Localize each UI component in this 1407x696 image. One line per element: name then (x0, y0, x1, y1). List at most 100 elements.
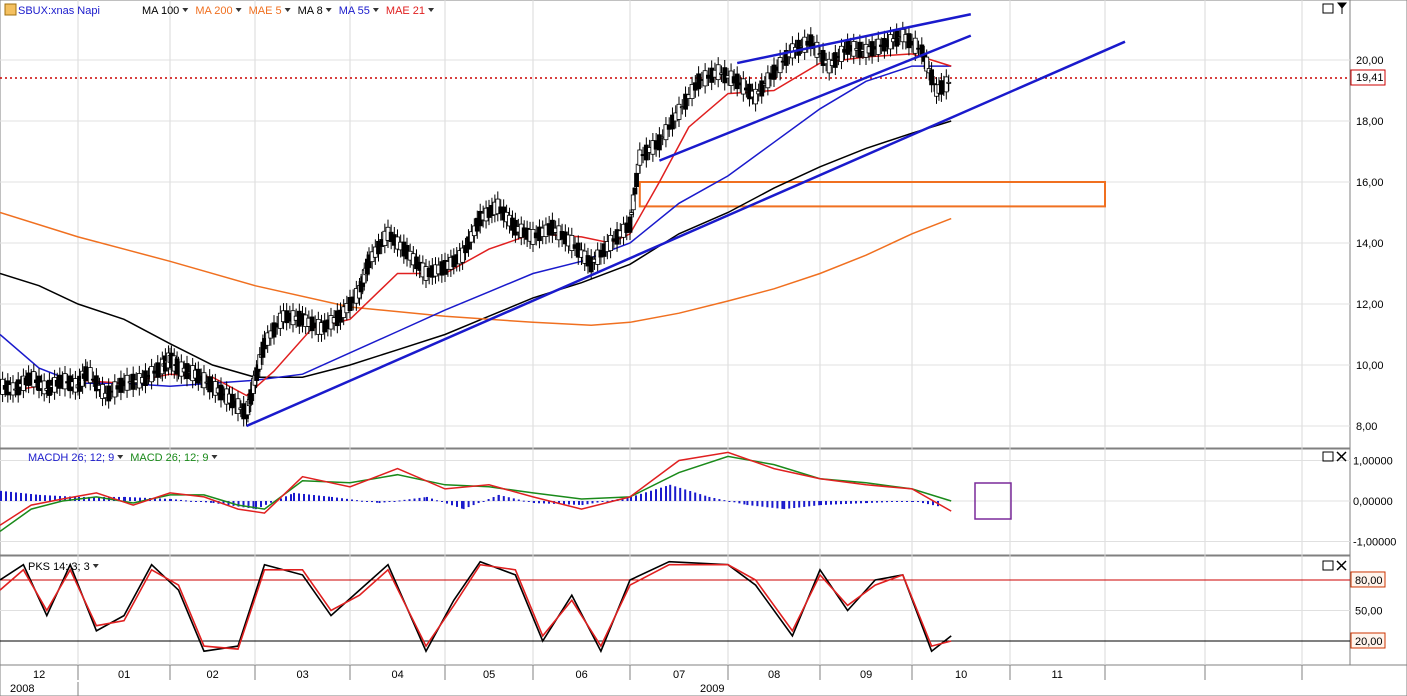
macd-histogram-bar (781, 501, 784, 509)
macd-histogram-bar (341, 498, 343, 501)
month-label: 06 (576, 669, 588, 681)
legend-label[interactable]: PKS 14; 3; 3 (28, 561, 90, 573)
macd-histogram-bar (761, 501, 764, 507)
legend-label[interactable]: MA 100 (142, 5, 179, 17)
macd-histogram-bar (134, 497, 136, 501)
macd-histogram-bar (252, 501, 255, 509)
macd-histogram-bar (896, 501, 898, 502)
macd-histogram-bar (39, 494, 41, 501)
maximize-icon[interactable] (1322, 3, 1334, 14)
price-tick-label: 8,00 (1356, 421, 1377, 433)
macd-histogram-bar (88, 496, 90, 501)
legend-label[interactable]: MAE 21 (386, 5, 425, 17)
macd-histogram-bar (159, 498, 161, 501)
macd-histogram-bar (461, 501, 463, 509)
close-icon[interactable] (1336, 451, 1347, 462)
candle-body (759, 80, 765, 97)
candle-body (26, 372, 32, 386)
macd-histogram-bar (462, 501, 465, 510)
series-line-mae-21 (0, 53, 952, 397)
price-window-controls (1322, 2, 1348, 14)
chevron-down-icon (428, 8, 435, 12)
macd-histogram-bar (280, 498, 282, 501)
close-icon[interactable] (1336, 560, 1347, 571)
macd-histogram-bar (756, 501, 759, 507)
price-plot (0, 13, 1350, 428)
trendline (736, 13, 972, 65)
legend-label[interactable]: MA 200 (195, 5, 232, 17)
legend-label[interactable]: MA 8 (298, 5, 323, 17)
candle-body (143, 370, 148, 387)
macd-histogram-bar (467, 501, 470, 508)
macd-histogram-bar (563, 501, 565, 505)
year-label: 2009 (700, 683, 724, 695)
macd-histogram-bar (533, 501, 535, 504)
macd-series-line (0, 451, 952, 526)
legend-label[interactable]: MA 55 (339, 5, 370, 17)
maximize-icon[interactable] (1322, 451, 1334, 462)
series-line-ma-100 (0, 120, 952, 378)
candle-body (630, 194, 636, 211)
candle-body (683, 93, 688, 110)
macd-histogram-bar (195, 501, 197, 502)
candle-body (689, 84, 695, 99)
macd-histogram-bar (738, 501, 741, 504)
macd-histogram-bar (645, 492, 647, 501)
macd-histogram-bar (492, 497, 495, 501)
macd-tick-label: -1,00000 (1353, 537, 1396, 549)
macd-histogram-bar (860, 501, 862, 504)
macd-histogram-bar (336, 497, 338, 501)
macd-histogram-bar (866, 501, 868, 504)
macd-histogram-bar (331, 496, 333, 501)
macd-histogram-bar (601, 501, 604, 502)
macd-histogram-bar (679, 487, 682, 501)
legend-label[interactable]: MAE 5 (249, 5, 282, 17)
macd-histogram-bar (129, 497, 131, 501)
macd-histogram-bar (346, 498, 348, 501)
month-label: 01 (118, 669, 130, 681)
candle-body (87, 367, 93, 384)
trendline (658, 34, 972, 162)
candle-body (894, 30, 900, 47)
pin-icon[interactable] (1336, 2, 1348, 14)
macd-histogram-bar (139, 497, 141, 501)
macd-histogram-bar (840, 501, 842, 505)
candle-body (906, 33, 912, 49)
macd-histogram-bar (154, 498, 156, 501)
macd-histogram-bar (124, 496, 126, 501)
legend-label[interactable]: MACDH 26; 12; 9 (28, 452, 114, 464)
macd-histogram-bar (477, 501, 480, 504)
candle-body (588, 256, 594, 273)
macd-histogram-bar (366, 501, 368, 502)
candle-body (608, 234, 613, 252)
symbol-label[interactable]: SBUX:xnas Napi (18, 5, 100, 17)
candle-body (271, 322, 277, 338)
maximize-icon[interactable] (1322, 560, 1334, 571)
macd-histogram-bar (586, 501, 589, 505)
macd-histogram-bar (771, 501, 774, 508)
macd-histogram-bar (578, 501, 580, 505)
macd-histogram-bar (144, 497, 146, 501)
macd-histogram-bar (265, 501, 267, 505)
macd-histogram-bar (522, 500, 525, 502)
grid (0, 0, 1350, 680)
macd-histogram-bar (413, 498, 416, 501)
candle-body (460, 247, 466, 263)
month-label: 05 (483, 669, 495, 681)
chevron-down-icon (235, 8, 242, 12)
macd-histogram-bar (423, 497, 426, 501)
macd-histogram-bar (527, 501, 530, 502)
macd-histogram-bar (487, 499, 490, 501)
month-label: 11 (1052, 669, 1063, 681)
price-tick-label: 12,00 (1356, 299, 1384, 311)
legend-label[interactable]: MACD 26; 12; 9 (130, 452, 208, 464)
macd-histogram-bar (0, 490, 2, 501)
month-label: 09 (860, 669, 872, 681)
macd-histogram-bar (723, 500, 726, 502)
candle-body (468, 231, 474, 243)
candle-body (912, 37, 918, 54)
price-tick-label: 14,00 (1356, 238, 1384, 250)
macd-histogram-bar (441, 501, 443, 502)
price-panel (0, 0, 1351, 449)
chevron-down-icon (92, 564, 99, 568)
